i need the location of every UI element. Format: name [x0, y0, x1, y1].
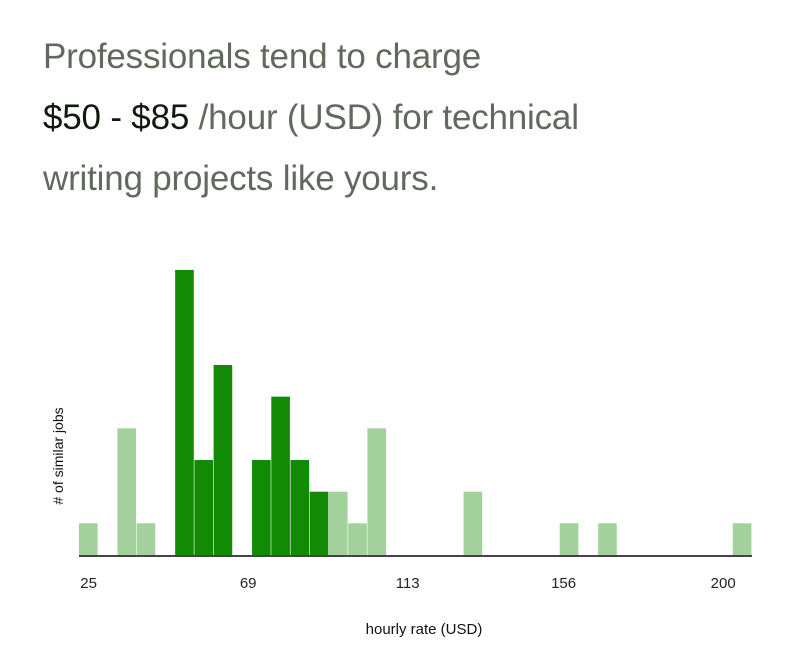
y-axis-label: # of similar jobs — [50, 407, 66, 504]
x-axis-label: hourly rate (USD) — [366, 621, 483, 638]
histogram-bar — [463, 491, 483, 555]
histogram-bar — [290, 460, 310, 555]
rate-range: $50 - $85 — [43, 98, 190, 137]
histogram-bar — [309, 491, 329, 555]
headline-line-2: $50 - $85 /hour (USD) for technical — [43, 87, 763, 148]
histogram-bar — [194, 460, 213, 555]
histogram-bar — [367, 428, 387, 555]
histogram-bar — [598, 523, 617, 555]
x-ticks: 25 69 113 156 200 — [80, 575, 735, 592]
bars — [79, 270, 752, 555]
histogram-bar — [213, 365, 233, 555]
histogram-bar — [252, 460, 271, 555]
headline: Professionals tend to charge $50 - $85 /… — [43, 26, 763, 209]
histogram-bar — [79, 523, 98, 555]
headline-line-3: writing projects like yours. — [43, 159, 439, 198]
histogram-bar — [348, 523, 367, 555]
histogram-bar — [117, 428, 137, 555]
headline-line-2-rest: /hour (USD) for technical — [189, 98, 579, 137]
x-tick-label: 69 — [240, 575, 257, 592]
headline-line-1: Professionals tend to charge — [43, 37, 482, 76]
histogram-bar — [328, 491, 348, 555]
x-tick-label: 156 — [551, 575, 576, 592]
histogram-bar — [732, 523, 752, 555]
x-tick-label: 113 — [396, 575, 420, 592]
x-tick-label: 200 — [711, 575, 736, 592]
histogram-bar — [271, 396, 290, 555]
histogram-bar — [136, 523, 156, 555]
histogram-bar — [559, 523, 579, 555]
x-tick-label: 25 — [80, 575, 97, 592]
histogram-bar — [175, 270, 194, 555]
